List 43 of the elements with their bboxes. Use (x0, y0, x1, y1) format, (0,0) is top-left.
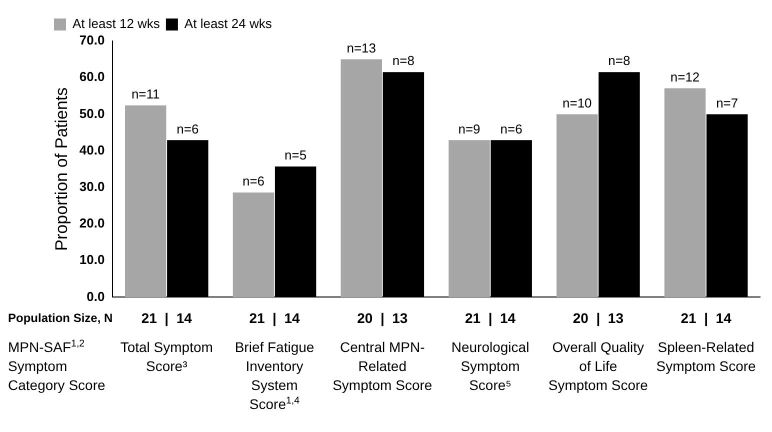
annotation: n=9 (458, 121, 480, 136)
annotation: n=11 (131, 86, 160, 102)
annotation: n=6 (242, 174, 265, 189)
bar (664, 88, 706, 298)
text: 21 | 14 (680, 310, 732, 326)
y-tick-label: 70.0 (79, 32, 105, 48)
text: 21 | 14 (464, 310, 517, 326)
y-tick-label: 50.0 (79, 106, 105, 121)
annotation: n=5 (284, 148, 307, 163)
bar (124, 105, 166, 298)
text: 20 | 13 (356, 310, 409, 326)
annotation: n=8 (392, 53, 414, 68)
bar (340, 59, 382, 298)
text: 21 | 14 (248, 310, 301, 326)
y-tick-label: 10.0 (79, 252, 105, 268)
y-tick-label: 30.0 (79, 178, 105, 194)
annotation: n=8 (608, 53, 630, 68)
x-tick-label: Total Symptom Score³ (119, 338, 214, 376)
bar (448, 140, 490, 298)
annotation: n=6 (500, 121, 522, 136)
x-tick-label: Spleen-Related Symptom Score (656, 338, 756, 376)
x-tick-label: Brief Fatigue Inventory System Score$^{1,4}$ (234, 338, 316, 414)
x-tick-label: Central MPN-Related Symptom Score (332, 338, 432, 395)
text: 20 | 13 (572, 310, 624, 326)
text: Population Size, N (8, 311, 113, 325)
annotation: n=12 (670, 69, 700, 84)
bar (556, 114, 598, 298)
legend-label: At least 24 wks (184, 16, 272, 32)
text: 21 | 14 (140, 310, 193, 326)
y-tick-label: 60.0 (79, 69, 105, 84)
annotation: n=7 (716, 95, 738, 110)
annotation: n=6 (176, 121, 199, 136)
annotation: n=10 (562, 95, 592, 110)
legend-label: At least 12 wks (72, 16, 160, 32)
y-tick-label: 0.0 (86, 288, 105, 304)
y-tick-label: 20.0 (79, 216, 105, 231)
bar (232, 192, 274, 298)
annotation: n=13 (346, 40, 376, 56)
y-tick-label: 40.0 (79, 142, 105, 158)
x-tick-label: Overall Quality of Life Symptom Score (548, 338, 648, 395)
x-tick-label: Neurological Symptom Score⁵ (450, 338, 530, 395)
y-axis-title: Proportion of Patients (52, 87, 71, 251)
x-axis-title: MPN-SAF$^{1,2}$ Symptom Category Score (8, 338, 106, 395)
